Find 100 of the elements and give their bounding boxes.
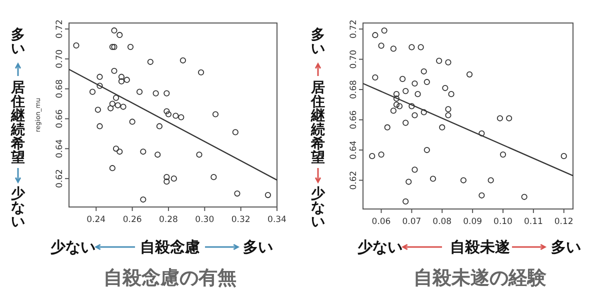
point: [147, 58, 154, 65]
point: [390, 108, 396, 114]
point: [378, 152, 384, 158]
point: [396, 103, 403, 110]
x-tick-label: 0.24: [86, 215, 106, 225]
point: [170, 176, 177, 182]
point: [89, 88, 96, 95]
point: [478, 192, 485, 198]
point: [420, 68, 427, 74]
point: [402, 88, 409, 94]
point: [112, 94, 120, 101]
point: [154, 152, 161, 158]
point: [96, 123, 103, 130]
point: [124, 76, 130, 83]
y-tick-label: 0.66: [349, 110, 359, 130]
point: [445, 106, 452, 112]
point: [172, 112, 179, 119]
point: [442, 84, 448, 92]
text: 多い: [311, 26, 325, 57]
y-tick-label: 0.72: [349, 20, 359, 39]
point: [402, 120, 409, 126]
y-tick-label: 0.68: [55, 79, 65, 98]
point: [94, 106, 101, 113]
x-tick-label: 0.12: [554, 217, 574, 227]
point: [118, 74, 124, 80]
y-tick-label: 0.70: [55, 49, 65, 68]
point: [500, 152, 506, 158]
point: [140, 196, 146, 203]
point: [488, 177, 494, 184]
point: [393, 102, 400, 108]
x-tick-label: 0.32: [231, 215, 250, 225]
point: [406, 178, 412, 185]
point: [264, 192, 272, 198]
point: [178, 114, 184, 120]
point: [381, 28, 388, 34]
point: [420, 109, 427, 116]
text: 多い: [11, 26, 25, 57]
point: [120, 104, 126, 110]
point: [408, 44, 415, 50]
x-axis-title: 自殺念慮: [140, 238, 200, 256]
y-tick-label: 0.66: [55, 109, 65, 128]
y-axis-title: 居住継続希望: [310, 80, 325, 166]
point: [152, 90, 159, 96]
point: [96, 74, 103, 80]
x-axis-title: 自殺未遂: [450, 238, 511, 256]
point: [412, 80, 418, 87]
point: [198, 69, 204, 76]
point: [156, 123, 162, 130]
point: [111, 68, 118, 74]
x-tick-label: 0.30: [195, 215, 214, 225]
point: [164, 178, 170, 185]
point: [412, 166, 418, 173]
point: [448, 91, 454, 98]
point: [180, 57, 186, 64]
text: 自殺未遂の経験: [414, 267, 548, 289]
point: [127, 44, 134, 50]
point: [109, 100, 116, 107]
point: [439, 124, 446, 130]
y-tick-label: 0.64: [349, 140, 359, 160]
x-tick-label: 0.06: [372, 217, 391, 227]
x-tick-label: 0.07: [402, 217, 422, 227]
point: [372, 32, 378, 38]
point: [445, 59, 452, 66]
point: [114, 102, 121, 108]
point: [108, 105, 114, 112]
text: 多い: [551, 238, 581, 256]
point: [372, 74, 378, 80]
y-axis-title: 居住継続希望: [10, 80, 25, 166]
point: [521, 194, 528, 200]
point: [478, 130, 485, 136]
point: [111, 27, 118, 34]
point: [369, 153, 376, 160]
text: 自殺念慮の有無: [104, 267, 236, 289]
point: [390, 46, 396, 52]
point: [116, 32, 123, 38]
point: [196, 152, 202, 158]
point: [96, 82, 103, 89]
point: [460, 177, 466, 184]
y-tick-label: 0.68: [349, 80, 359, 100]
point: [109, 44, 116, 50]
point: [384, 124, 390, 130]
point: [436, 58, 442, 64]
y-tick-label: 0.62: [55, 169, 65, 188]
y-tick-label: 0.62: [349, 170, 359, 190]
point: [418, 44, 424, 50]
point: [414, 91, 421, 98]
point: [424, 78, 430, 86]
text: 多い: [243, 238, 273, 256]
y-tick-label: 0.70: [349, 50, 359, 69]
point: [164, 90, 170, 96]
point: [164, 174, 170, 180]
point: [109, 165, 116, 172]
point: [111, 44, 118, 50]
point: [165, 111, 172, 118]
text: 少ない: [358, 238, 402, 256]
point: [378, 42, 384, 49]
y-tick-label: 0.64: [55, 139, 65, 158]
text: 少ない: [50, 238, 96, 256]
point: [136, 88, 143, 95]
x-tick-label: 0.11: [524, 217, 543, 227]
